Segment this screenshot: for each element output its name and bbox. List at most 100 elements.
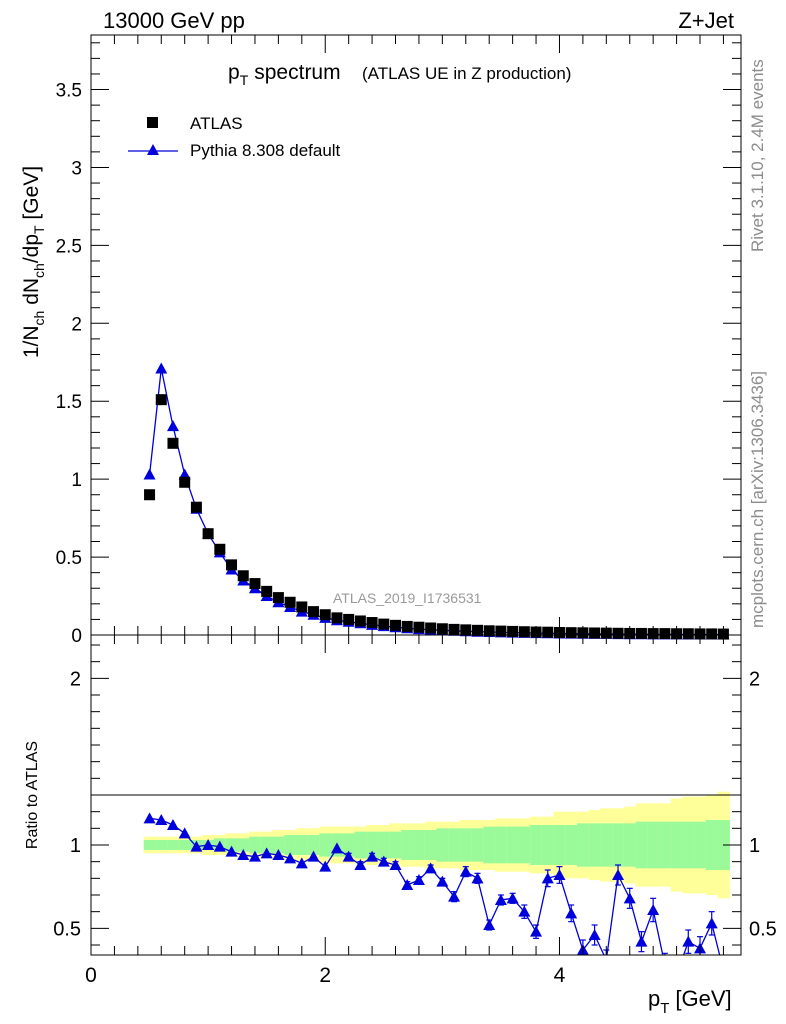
ratio-point [377, 855, 390, 867]
data-point [378, 618, 390, 630]
x-tick-label: 4 [554, 964, 566, 987]
ratio-point [260, 847, 273, 859]
mc-point [178, 468, 191, 480]
ratio-y-tick-label-right: 1 [749, 835, 760, 857]
inner-band-segment [588, 823, 602, 867]
ratio-point [401, 879, 414, 890]
ratio-point [272, 849, 285, 860]
data-point [214, 543, 226, 555]
inner-band-segment [506, 826, 520, 864]
inner-band-segment [694, 821, 707, 869]
data-point [436, 623, 448, 635]
ratio-point [494, 894, 507, 905]
data-point [483, 625, 495, 637]
ratio-point [237, 849, 250, 860]
data-point [272, 592, 284, 604]
ratio-uncertainty-bands [143, 791, 730, 899]
header-left-label: 13000 GeV pp [103, 8, 245, 33]
inner-band-segment [471, 828, 484, 862]
ratio-point [635, 935, 648, 947]
mc-point [166, 420, 179, 432]
inner-band-segment [272, 836, 285, 854]
main-y-tick-label: 2.5 [56, 236, 82, 257]
inner-band-segment [366, 831, 379, 859]
data-point [694, 628, 706, 640]
ratio-point [612, 869, 625, 880]
data-point [600, 627, 612, 639]
data-point [589, 627, 601, 639]
main-axis-ticks: 0 0.5 1 1.5 2 2.5 3 3.5 [56, 35, 741, 647]
data-point [202, 528, 214, 540]
ratio-point [295, 857, 308, 869]
inner-band-segment [178, 840, 192, 850]
inner-band-segment [448, 828, 461, 862]
ratio-axis-ticks: 0 2 4 0.5 0.5 1 1 2 2 [53, 635, 777, 987]
inner-band-segment [670, 821, 684, 869]
data-point [237, 570, 249, 582]
ratio-y-tick-label-right: 0.5 [749, 918, 777, 940]
ratio-point [155, 814, 168, 825]
data-point [308, 606, 320, 618]
legend-label-atlas: ATLAS [190, 114, 243, 133]
ratio-y-tick-label-right: 2 [749, 668, 760, 690]
ratio-point [166, 819, 179, 830]
main-y-tick-label: 0.5 [56, 548, 82, 569]
ratio-y-tick-label: 2 [70, 668, 81, 690]
data-point [249, 578, 261, 590]
inner-band-segment [518, 826, 531, 864]
data-point [471, 624, 483, 636]
data-point [284, 596, 296, 608]
data-point [144, 489, 156, 501]
ratio-point [671, 969, 683, 980]
ratio-point [342, 850, 355, 862]
ratio-point [471, 872, 484, 884]
inner-band-segment [495, 826, 508, 864]
inner-band-segment [541, 825, 555, 865]
data-point [495, 625, 507, 637]
data-point [319, 609, 331, 621]
inner-band-segment [284, 835, 297, 855]
ratio-series [143, 812, 721, 980]
ratio-point [459, 865, 472, 877]
ratio-point [436, 875, 449, 887]
data-point [577, 627, 589, 639]
inner-band-segment [705, 820, 719, 870]
data-point [167, 437, 179, 449]
mcplots-reference-label: mcplots.cern.ch [arXiv:1306.3436] [748, 371, 767, 628]
ratio-point [705, 917, 718, 929]
inner-band-segment [143, 840, 157, 850]
inner-band-segment [225, 838, 238, 852]
plot-title-rest: spectrum [254, 61, 340, 84]
ratio-point [448, 890, 461, 902]
legend: ATLAS Pythia 8.308 default [128, 114, 341, 160]
data-point [553, 627, 565, 639]
data-point [190, 501, 202, 513]
ratio-point [659, 959, 671, 970]
plot-title: pT spectrum [228, 61, 341, 88]
inner-band-segment [413, 830, 426, 860]
ratio-point [553, 869, 566, 880]
data-point [635, 627, 647, 639]
inner-band-segment [600, 823, 613, 867]
data-point [518, 626, 530, 638]
ratio-point [366, 850, 379, 862]
inner-band-segment [553, 825, 566, 865]
data-point [261, 585, 273, 597]
ratio-point [330, 842, 343, 854]
ratio-point [319, 860, 332, 872]
inner-band-segment [682, 821, 695, 869]
inner-band-segment [377, 831, 391, 859]
data-point [401, 620, 413, 632]
ratio-point [541, 872, 554, 884]
data-point [460, 624, 472, 636]
data-point [717, 628, 729, 640]
ratio-point [623, 892, 636, 904]
inner-band-segment [459, 828, 473, 862]
header-right-label: Z+Jet [678, 8, 734, 33]
data-point [425, 622, 437, 634]
inner-band-segment [389, 831, 402, 859]
inner-band-segment [237, 838, 250, 852]
ratio-point [389, 859, 402, 870]
inner-band-segment [295, 835, 309, 855]
inner-band-segment [260, 836, 274, 854]
